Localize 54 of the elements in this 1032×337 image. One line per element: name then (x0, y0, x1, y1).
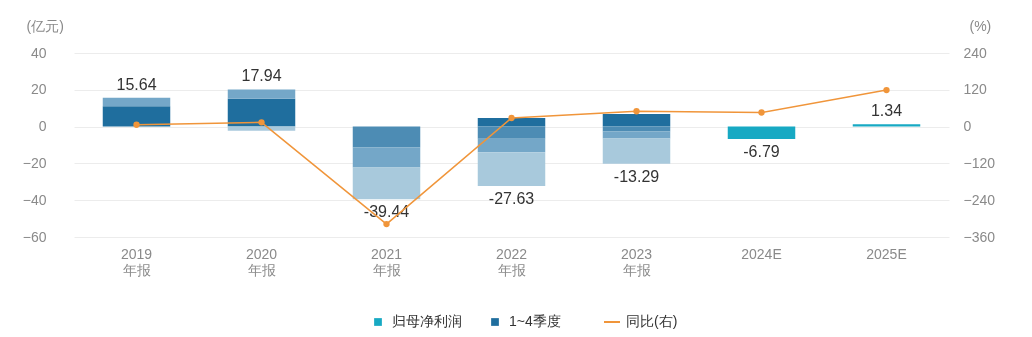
bar (352, 126, 421, 148)
y-tick-label: −40 (22, 191, 47, 208)
bar (477, 117, 546, 127)
bar (852, 124, 921, 127)
point (383, 220, 390, 228)
y2-tick-label: −240 (963, 191, 996, 208)
bar (477, 126, 546, 139)
bar (102, 106, 171, 127)
total-label: -27.63 (488, 190, 535, 208)
y-tick-label: 0 (38, 118, 47, 135)
y2-tick-label: 120 (963, 81, 988, 98)
bar (477, 152, 546, 187)
x-tick-label: 2023 年报 (620, 245, 653, 278)
bar (227, 126, 296, 131)
point (133, 121, 140, 128)
point (508, 114, 515, 122)
bar (227, 89, 296, 99)
y-tick-label: −60 (22, 228, 47, 245)
y-axis-title: (亿元) (26, 17, 64, 34)
total-label: 1.34 (870, 102, 903, 120)
bar (602, 113, 671, 127)
y2-tick-label: 0 (963, 118, 972, 135)
legend-label: 1~4季度 (509, 313, 561, 329)
bar (602, 138, 671, 164)
y2-tick-label: −360 (963, 228, 996, 245)
x-tick-label: 2019 年报 (120, 245, 153, 278)
bar (352, 167, 421, 200)
total-label: -6.79 (743, 143, 780, 161)
bar (477, 138, 546, 153)
x-tick-label: 2022 年报 (495, 245, 528, 278)
x-tick-label: 2021 年报 (370, 245, 403, 278)
point (633, 108, 640, 115)
bar (227, 98, 296, 127)
x-tick-label: 2025E (866, 245, 907, 262)
legend-label: 归母净利润 (392, 313, 462, 329)
total-label: -13.29 (613, 167, 660, 185)
total-label: 17.94 (241, 67, 282, 85)
point (883, 86, 890, 94)
point (258, 119, 265, 126)
bar (352, 147, 421, 168)
bar (102, 97, 171, 107)
bar (602, 131, 671, 139)
x-tick-label: 2020 年报 (245, 245, 278, 278)
y2-tick-label: 240 (963, 44, 988, 61)
y-tick-label: −20 (22, 154, 47, 171)
total-label: 15.64 (116, 75, 157, 93)
y-tick-label: 40 (30, 44, 47, 61)
y2-axis-title: (%) (969, 17, 992, 34)
y2-tick-label: −120 (963, 154, 996, 171)
y-tick-label: 20 (30, 81, 47, 98)
bar (727, 126, 796, 140)
legend-label: 同比(右) (626, 313, 678, 329)
point (758, 109, 765, 116)
x-tick-label: 2024E (741, 245, 782, 262)
